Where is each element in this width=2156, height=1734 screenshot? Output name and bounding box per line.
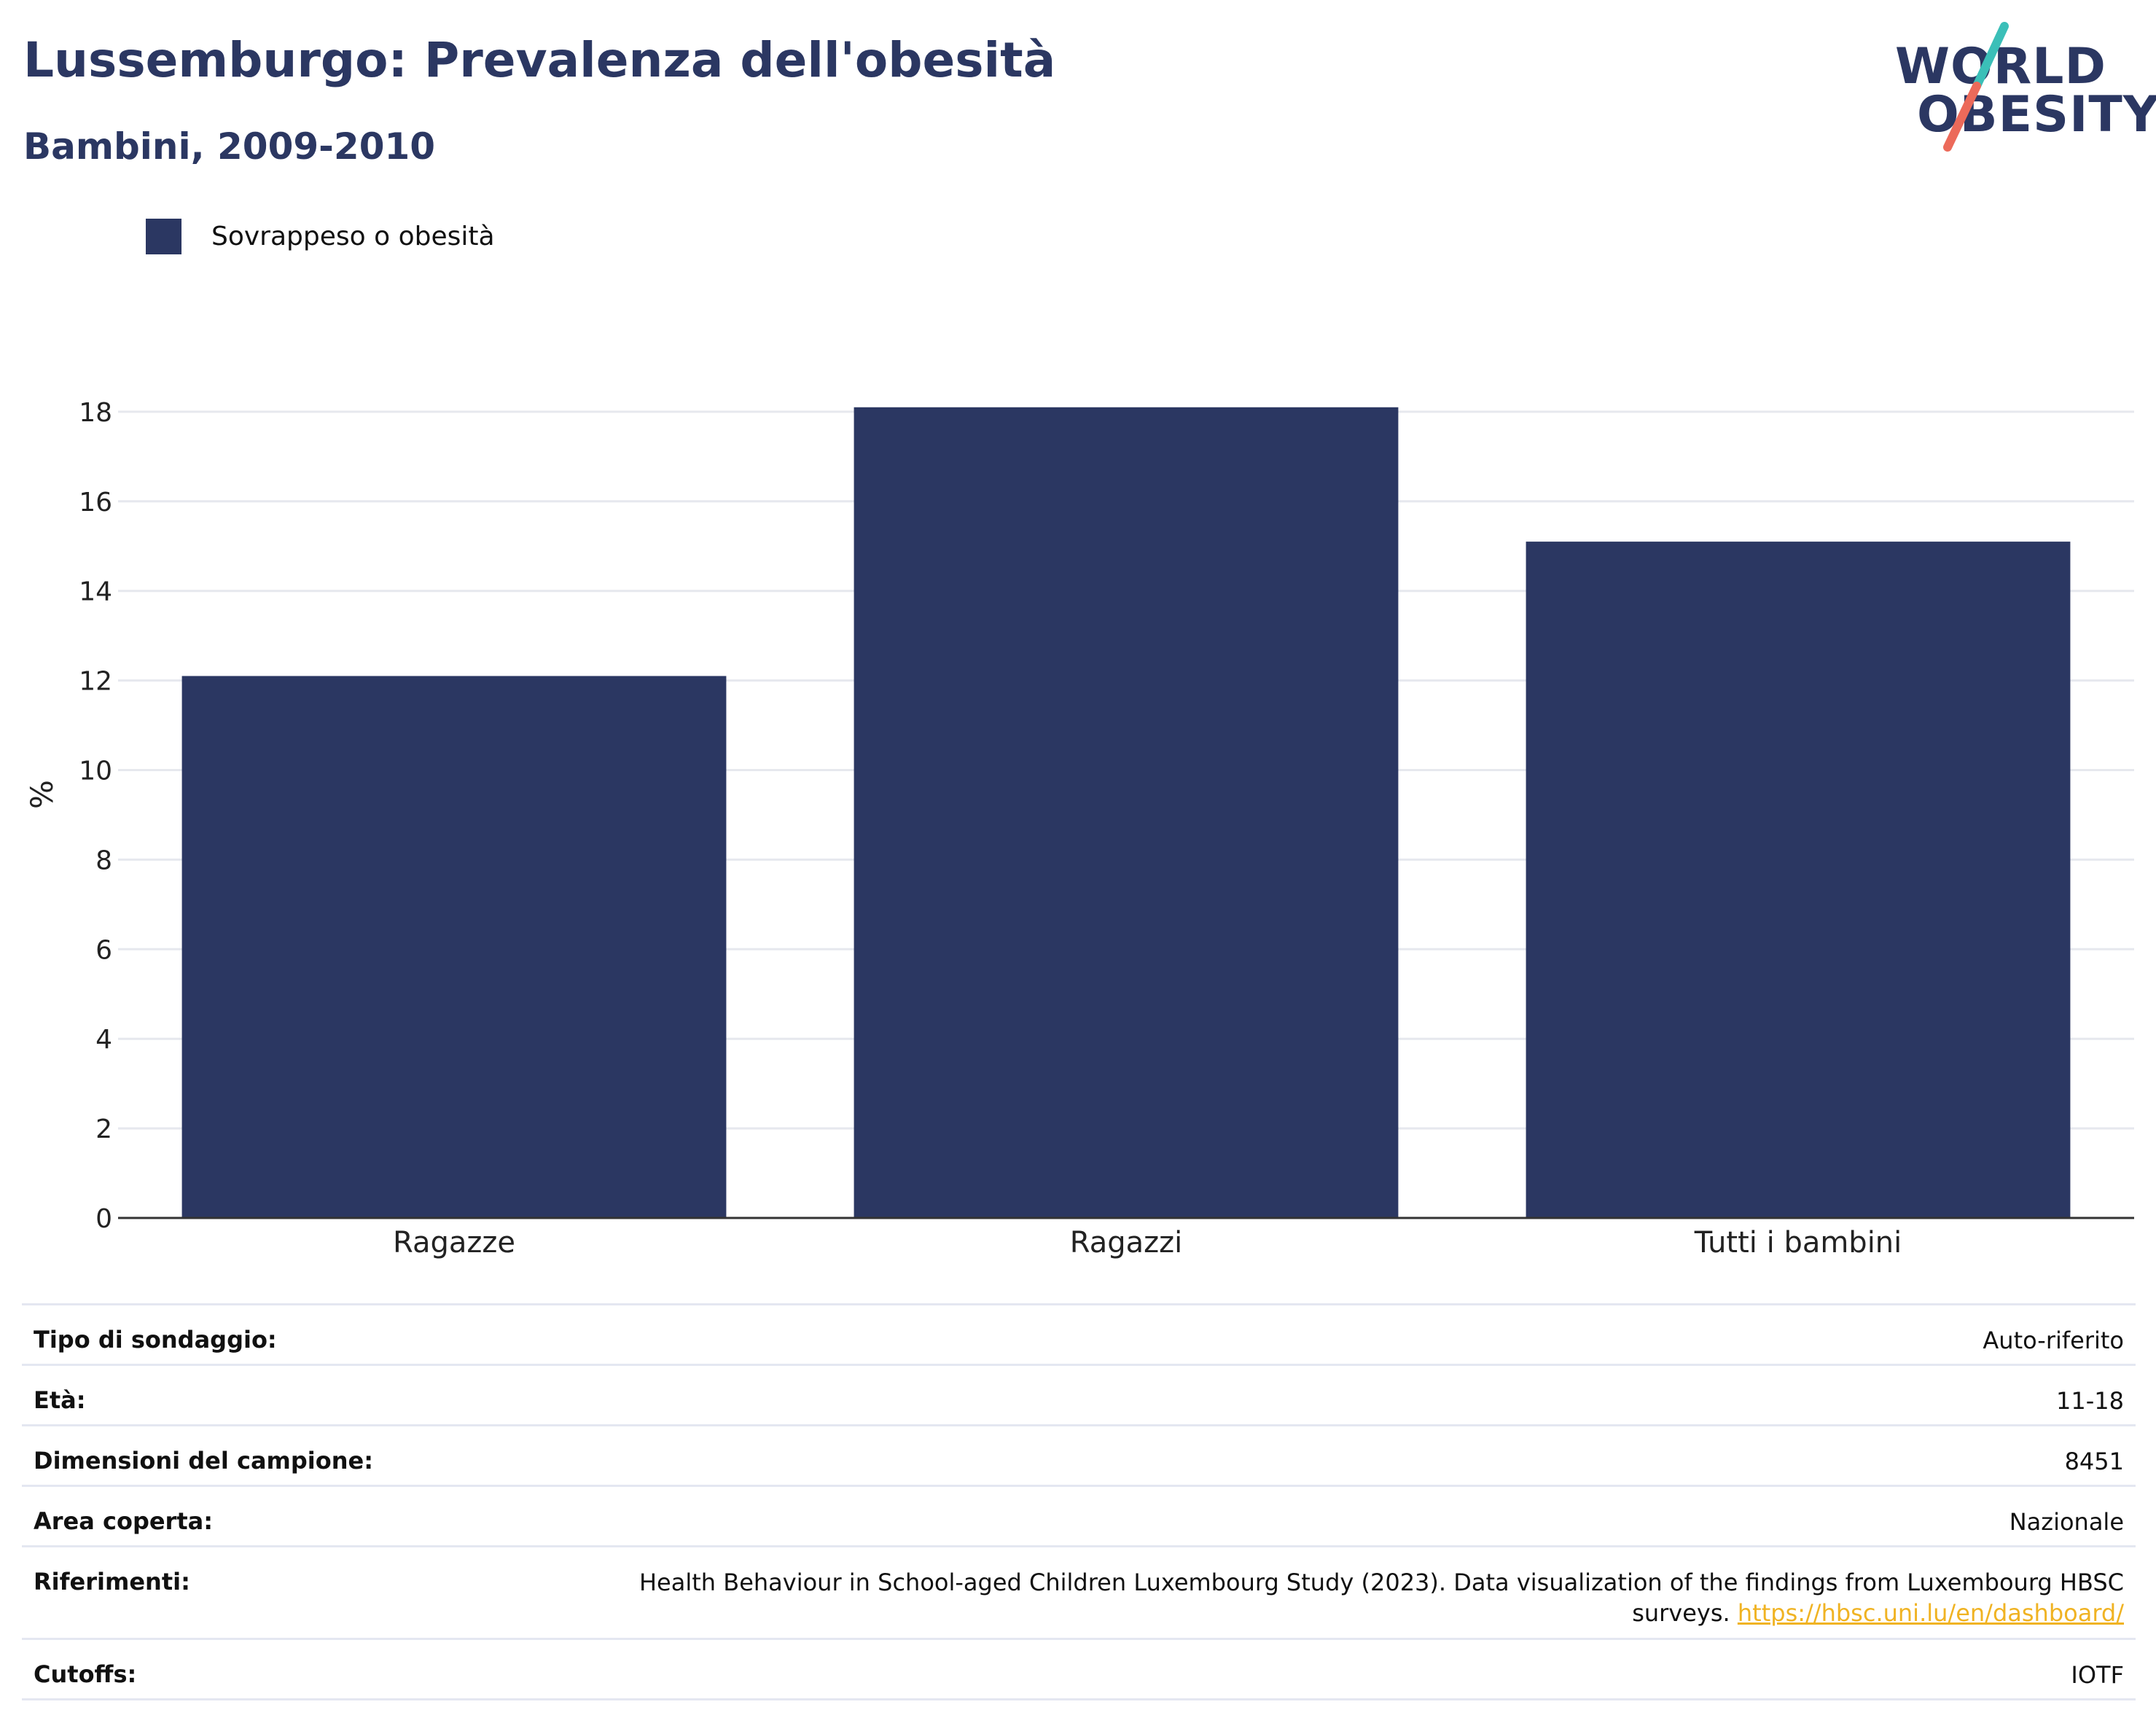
logo-line-1: WORLD <box>1895 38 2106 95</box>
reference-text: Health Behaviour in School-aged Children… <box>638 1569 2124 1627</box>
y-tick-label: 16 <box>79 488 112 518</box>
axes: 0 2 4 6 8 10 12 14 16 18 Ragazze Ragazzi Tutti i bam… <box>79 398 2134 1260</box>
bar-chart: 0 2 4 6 8 10 12 14 16 18 Ragazze Ragazzi Tutti i bam… <box>24 398 2134 1260</box>
meta-key: Area coperta: <box>34 1507 214 1535</box>
meta-row-sample-size: Dimensioni del campione: 8451 <box>22 1424 2136 1485</box>
meta-value: Health Behaviour in School-aged Children… <box>622 1568 2124 1628</box>
x-tick-label: Tutti i bambini <box>1694 1226 1902 1260</box>
meta-key: Età: <box>34 1386 86 1414</box>
meta-key: Cutoffs: <box>34 1660 137 1688</box>
chart-subtitle: Bambini, 2009-2010 <box>23 125 436 168</box>
meta-row-area: Area coperta: Nazionale <box>22 1485 2136 1545</box>
logo-slash-icon <box>1943 22 2009 152</box>
meta-row-cutoffs: Cutoffs: IOTF <box>22 1638 2136 1700</box>
meta-row-references: Riferimenti: Health Behaviour in School-… <box>22 1545 2136 1638</box>
x-tick-label: Ragazze <box>393 1226 515 1260</box>
y-tick-label: 0 <box>95 1204 112 1234</box>
y-tick-label: 4 <box>95 1025 112 1055</box>
y-tick-label: 14 <box>79 577 112 607</box>
world-obesity-logo: WORLD OBESITY <box>1895 22 2156 153</box>
y-tick-label: 2 <box>95 1114 112 1144</box>
reference-link[interactable]: https://hbsc.uni.lu/en/dashboard/ <box>1737 1598 2124 1627</box>
meta-key: Riferimenti: <box>34 1568 190 1596</box>
meta-row-age: Età: 11-18 <box>22 1364 2136 1424</box>
y-tick-label: 8 <box>95 845 112 875</box>
bars <box>181 407 2071 1218</box>
metadata-table: Tipo di sondaggio: Auto-riferito Età: 11… <box>22 1303 2136 1700</box>
bar <box>1526 542 2071 1218</box>
meta-row-survey-type: Tipo di sondaggio: Auto-riferito <box>22 1303 2136 1364</box>
bar <box>181 676 727 1218</box>
meta-value: Auto-riferito <box>1983 1327 2124 1354</box>
y-tick-label: 12 <box>79 667 112 697</box>
meta-value: Nazionale <box>2009 1508 2124 1536</box>
meta-value: IOTF <box>2071 1661 2124 1689</box>
y-tick-label: 18 <box>79 398 112 428</box>
meta-key: Dimensioni del campione: <box>34 1447 374 1475</box>
y-tick-label: 10 <box>79 757 112 786</box>
y-axis-label: % <box>24 780 60 809</box>
legend-swatch <box>146 219 181 254</box>
meta-key: Tipo di sondaggio: <box>34 1326 277 1354</box>
y-tick-label: 6 <box>95 935 112 965</box>
legend-label: Sovrappeso o obesità <box>211 222 495 251</box>
meta-value: 8451 <box>2064 1448 2124 1475</box>
meta-value: 11-18 <box>2056 1387 2124 1415</box>
chart-title: Lussemburgo: Prevalenza dell'obesità <box>23 32 1056 88</box>
bar <box>854 407 1399 1218</box>
x-tick-label: Ragazzi <box>1070 1226 1182 1260</box>
